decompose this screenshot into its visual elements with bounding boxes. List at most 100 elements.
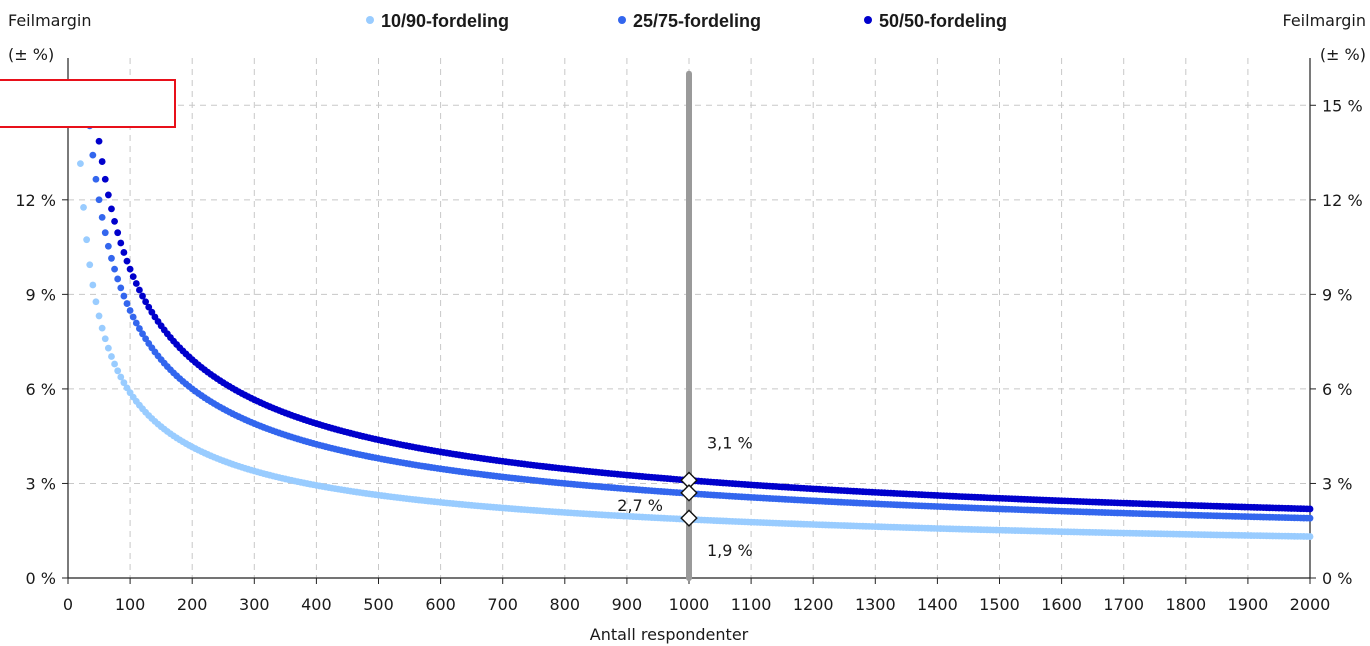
annotation-marker [680,484,698,502]
axis-labels: 0 100 200 300 400 500 600 700 800 900 1000 1100 1200… [8,11,1366,644]
annotations: 3,1 % 2,7 % 1,9 % [617,433,752,560]
data-point [126,307,134,314]
data-point [95,137,103,145]
data-point [95,196,103,204]
data-point [101,335,109,343]
x-tick-label: 1200 [793,595,834,614]
data-point [114,229,122,237]
data-point [83,236,91,244]
legend: 10/90-fordeling 25/75-fordeling 50/50-ford… [366,11,1007,31]
red-outline-box [0,79,176,128]
data-point [111,265,118,273]
annotation-marker [680,471,698,490]
data-point [104,344,112,352]
data-point [111,360,118,368]
y-axis-title-left-line1: Feilmargin [8,11,92,30]
x-tick-label: 600 [425,595,456,614]
x-tick-label: 900 [612,595,643,614]
legend-marker [618,16,626,24]
x-tick-label: 1000 [669,595,710,614]
x-tick-label: 700 [487,595,518,614]
data-point [117,239,125,247]
x-tick-label: 400 [301,595,332,614]
data-point [108,254,115,262]
data-point [86,261,94,269]
legend-label: 10/90-fordeling [381,11,509,31]
legend-label: 25/75-fordeling [633,11,761,31]
y-tick-label-right: 9 % [1322,285,1352,304]
annotation-label: 2,7 % [617,496,663,515]
data-point [129,273,137,280]
y-axis-title-left-line2: (± %) [8,45,54,64]
data-point [104,242,112,250]
data-point [77,160,84,168]
data-point [108,205,115,213]
data-point [1306,505,1314,513]
data-point [139,292,146,300]
y-tick-label-right: 0 % [1322,569,1352,588]
x-tick-label: 0 [63,595,73,614]
x-tick-label: 1900 [1228,595,1269,614]
x-tick-label: 500 [363,595,394,614]
series-10/90-fordeling [77,160,1314,540]
y-tick-label-right: 6 % [1322,380,1352,399]
x-tick-label: 1100 [731,595,772,614]
y-tick-label-left: 6 % [26,380,56,399]
data-point [117,373,125,381]
legend-label: 50/50-fordeling [879,11,1007,31]
data-point [120,292,128,300]
data-point [123,300,131,307]
data-point [136,325,143,332]
y-tick-label-left: 9 % [26,285,56,304]
data-point [80,203,87,211]
data-point [1306,514,1314,522]
data-point [114,367,122,375]
data-point [98,213,106,221]
data-point [111,217,118,225]
data-point [95,312,103,320]
data-point [89,281,97,289]
y-tick-label-right: 3 % [1322,474,1352,493]
annotation-label: 3,1 % [707,433,753,452]
data-point [98,158,106,165]
y-tick-label-right: 12 % [1322,191,1363,210]
data-point [126,265,134,273]
data-point [139,330,146,338]
data-point [123,257,131,265]
series-group [77,86,1314,540]
x-tick-label: 200 [177,595,208,614]
data-point [108,353,115,360]
y-axis-title-right-line2: (± %) [1320,45,1366,64]
data-point [101,229,109,237]
data-point [1306,533,1314,540]
data-point [145,303,153,311]
data-point [136,286,143,294]
data-point [132,280,140,287]
data-point [92,175,100,183]
annotation-marker [680,509,698,527]
data-point [132,319,140,327]
y-tick-label-left: 3 % [26,474,56,493]
y-tick-label-right: 15 % [1322,96,1363,115]
x-tick-label: 100 [115,595,146,614]
overlay [0,79,176,128]
x-tick-label: 1400 [917,595,958,614]
data-point [120,249,128,256]
data-point [89,151,97,159]
x-tick-label: 1800 [1165,595,1206,614]
y-tick-label-left: 12 % [15,191,56,210]
series-25/75-fordeling [83,86,1314,522]
data-point [123,384,131,392]
x-tick-label: 800 [550,595,581,614]
data-point [142,298,150,306]
data-point [104,191,112,199]
data-point [129,313,137,321]
annotation-label: 1,9 % [707,541,753,560]
data-point [92,298,100,306]
x-tick-label: 300 [239,595,270,614]
data-point [98,324,106,332]
x-tick-label: 1600 [1041,595,1082,614]
x-axis-title: Antall respondenter [590,625,749,644]
x-tick-label: 1700 [1103,595,1144,614]
